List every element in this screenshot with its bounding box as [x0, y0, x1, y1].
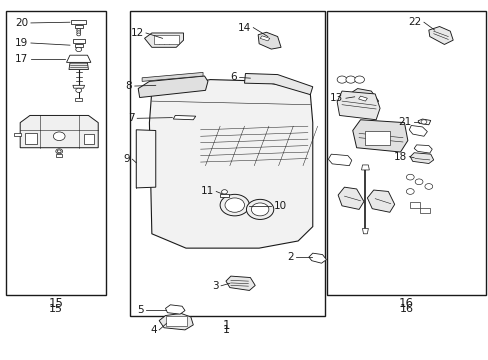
Polygon shape: [225, 276, 255, 291]
Text: 6: 6: [230, 72, 237, 82]
Circle shape: [220, 194, 249, 216]
Text: 10: 10: [273, 201, 286, 211]
Text: 3: 3: [212, 281, 218, 291]
Circle shape: [354, 76, 364, 83]
Polygon shape: [159, 314, 193, 330]
Text: 16: 16: [399, 304, 412, 314]
Polygon shape: [362, 228, 367, 234]
Text: 5: 5: [137, 305, 143, 315]
Polygon shape: [308, 253, 326, 263]
Circle shape: [221, 190, 227, 194]
Circle shape: [420, 120, 426, 124]
Circle shape: [56, 149, 62, 154]
Polygon shape: [336, 91, 379, 120]
Polygon shape: [173, 116, 195, 120]
Text: 20: 20: [15, 18, 28, 28]
Text: 15: 15: [48, 297, 63, 310]
Polygon shape: [328, 154, 351, 166]
Bar: [365, 131, 389, 145]
Polygon shape: [258, 32, 281, 49]
Polygon shape: [136, 130, 156, 188]
Circle shape: [77, 29, 81, 32]
Circle shape: [57, 150, 61, 153]
Text: 21: 21: [398, 117, 411, 127]
Bar: [154, 36, 178, 44]
Text: 9: 9: [123, 154, 130, 164]
Text: 18: 18: [393, 152, 406, 162]
Text: 12: 12: [130, 28, 143, 38]
Polygon shape: [409, 153, 433, 163]
Text: 8: 8: [125, 81, 132, 91]
Text: 1: 1: [222, 319, 230, 332]
Polygon shape: [71, 20, 86, 24]
Circle shape: [246, 199, 273, 220]
Polygon shape: [244, 73, 312, 95]
Polygon shape: [348, 89, 378, 108]
Text: 2: 2: [286, 252, 293, 262]
Text: 14: 14: [237, 23, 250, 33]
Polygon shape: [75, 98, 82, 101]
Polygon shape: [220, 194, 228, 197]
Polygon shape: [75, 44, 82, 47]
Circle shape: [224, 198, 244, 212]
Polygon shape: [56, 154, 62, 157]
Polygon shape: [75, 25, 82, 28]
Circle shape: [251, 203, 268, 216]
Circle shape: [53, 132, 65, 140]
Circle shape: [76, 88, 81, 93]
Text: 17: 17: [15, 54, 28, 64]
Text: 7: 7: [128, 113, 135, 123]
Polygon shape: [73, 40, 84, 43]
Text: 13: 13: [329, 93, 343, 103]
Circle shape: [424, 184, 432, 189]
Circle shape: [76, 47, 81, 51]
Polygon shape: [361, 165, 368, 170]
Text: 4: 4: [150, 325, 157, 335]
Text: 15: 15: [49, 304, 62, 314]
Polygon shape: [66, 55, 91, 62]
Circle shape: [406, 174, 413, 180]
Polygon shape: [14, 133, 21, 136]
Bar: [166, 316, 186, 325]
Bar: [5, 12, 105, 295]
Polygon shape: [144, 33, 183, 47]
Text: 19: 19: [15, 38, 28, 48]
Polygon shape: [149, 80, 312, 248]
Polygon shape: [358, 96, 366, 101]
Bar: [83, 134, 94, 144]
Polygon shape: [337, 187, 363, 210]
Circle shape: [336, 76, 346, 83]
Polygon shape: [142, 72, 203, 81]
Polygon shape: [352, 120, 407, 152]
Bar: [130, 12, 325, 316]
Circle shape: [345, 76, 355, 83]
Text: 11: 11: [200, 186, 213, 197]
Polygon shape: [409, 202, 419, 208]
Polygon shape: [260, 36, 269, 41]
Circle shape: [414, 179, 422, 185]
Circle shape: [406, 189, 413, 194]
Circle shape: [77, 33, 81, 36]
Polygon shape: [366, 190, 394, 212]
Polygon shape: [138, 76, 207, 98]
Bar: [327, 12, 485, 295]
Polygon shape: [417, 119, 430, 125]
Polygon shape: [428, 27, 452, 44]
Polygon shape: [419, 208, 429, 213]
Polygon shape: [413, 145, 431, 153]
Polygon shape: [20, 116, 98, 148]
Text: 1: 1: [223, 325, 229, 335]
Text: 22: 22: [407, 17, 421, 27]
Text: 16: 16: [398, 297, 413, 310]
Polygon shape: [69, 63, 88, 69]
Bar: [25, 134, 37, 144]
Polygon shape: [408, 126, 427, 136]
Polygon shape: [73, 85, 84, 88]
Circle shape: [77, 31, 81, 34]
Polygon shape: [165, 305, 184, 314]
